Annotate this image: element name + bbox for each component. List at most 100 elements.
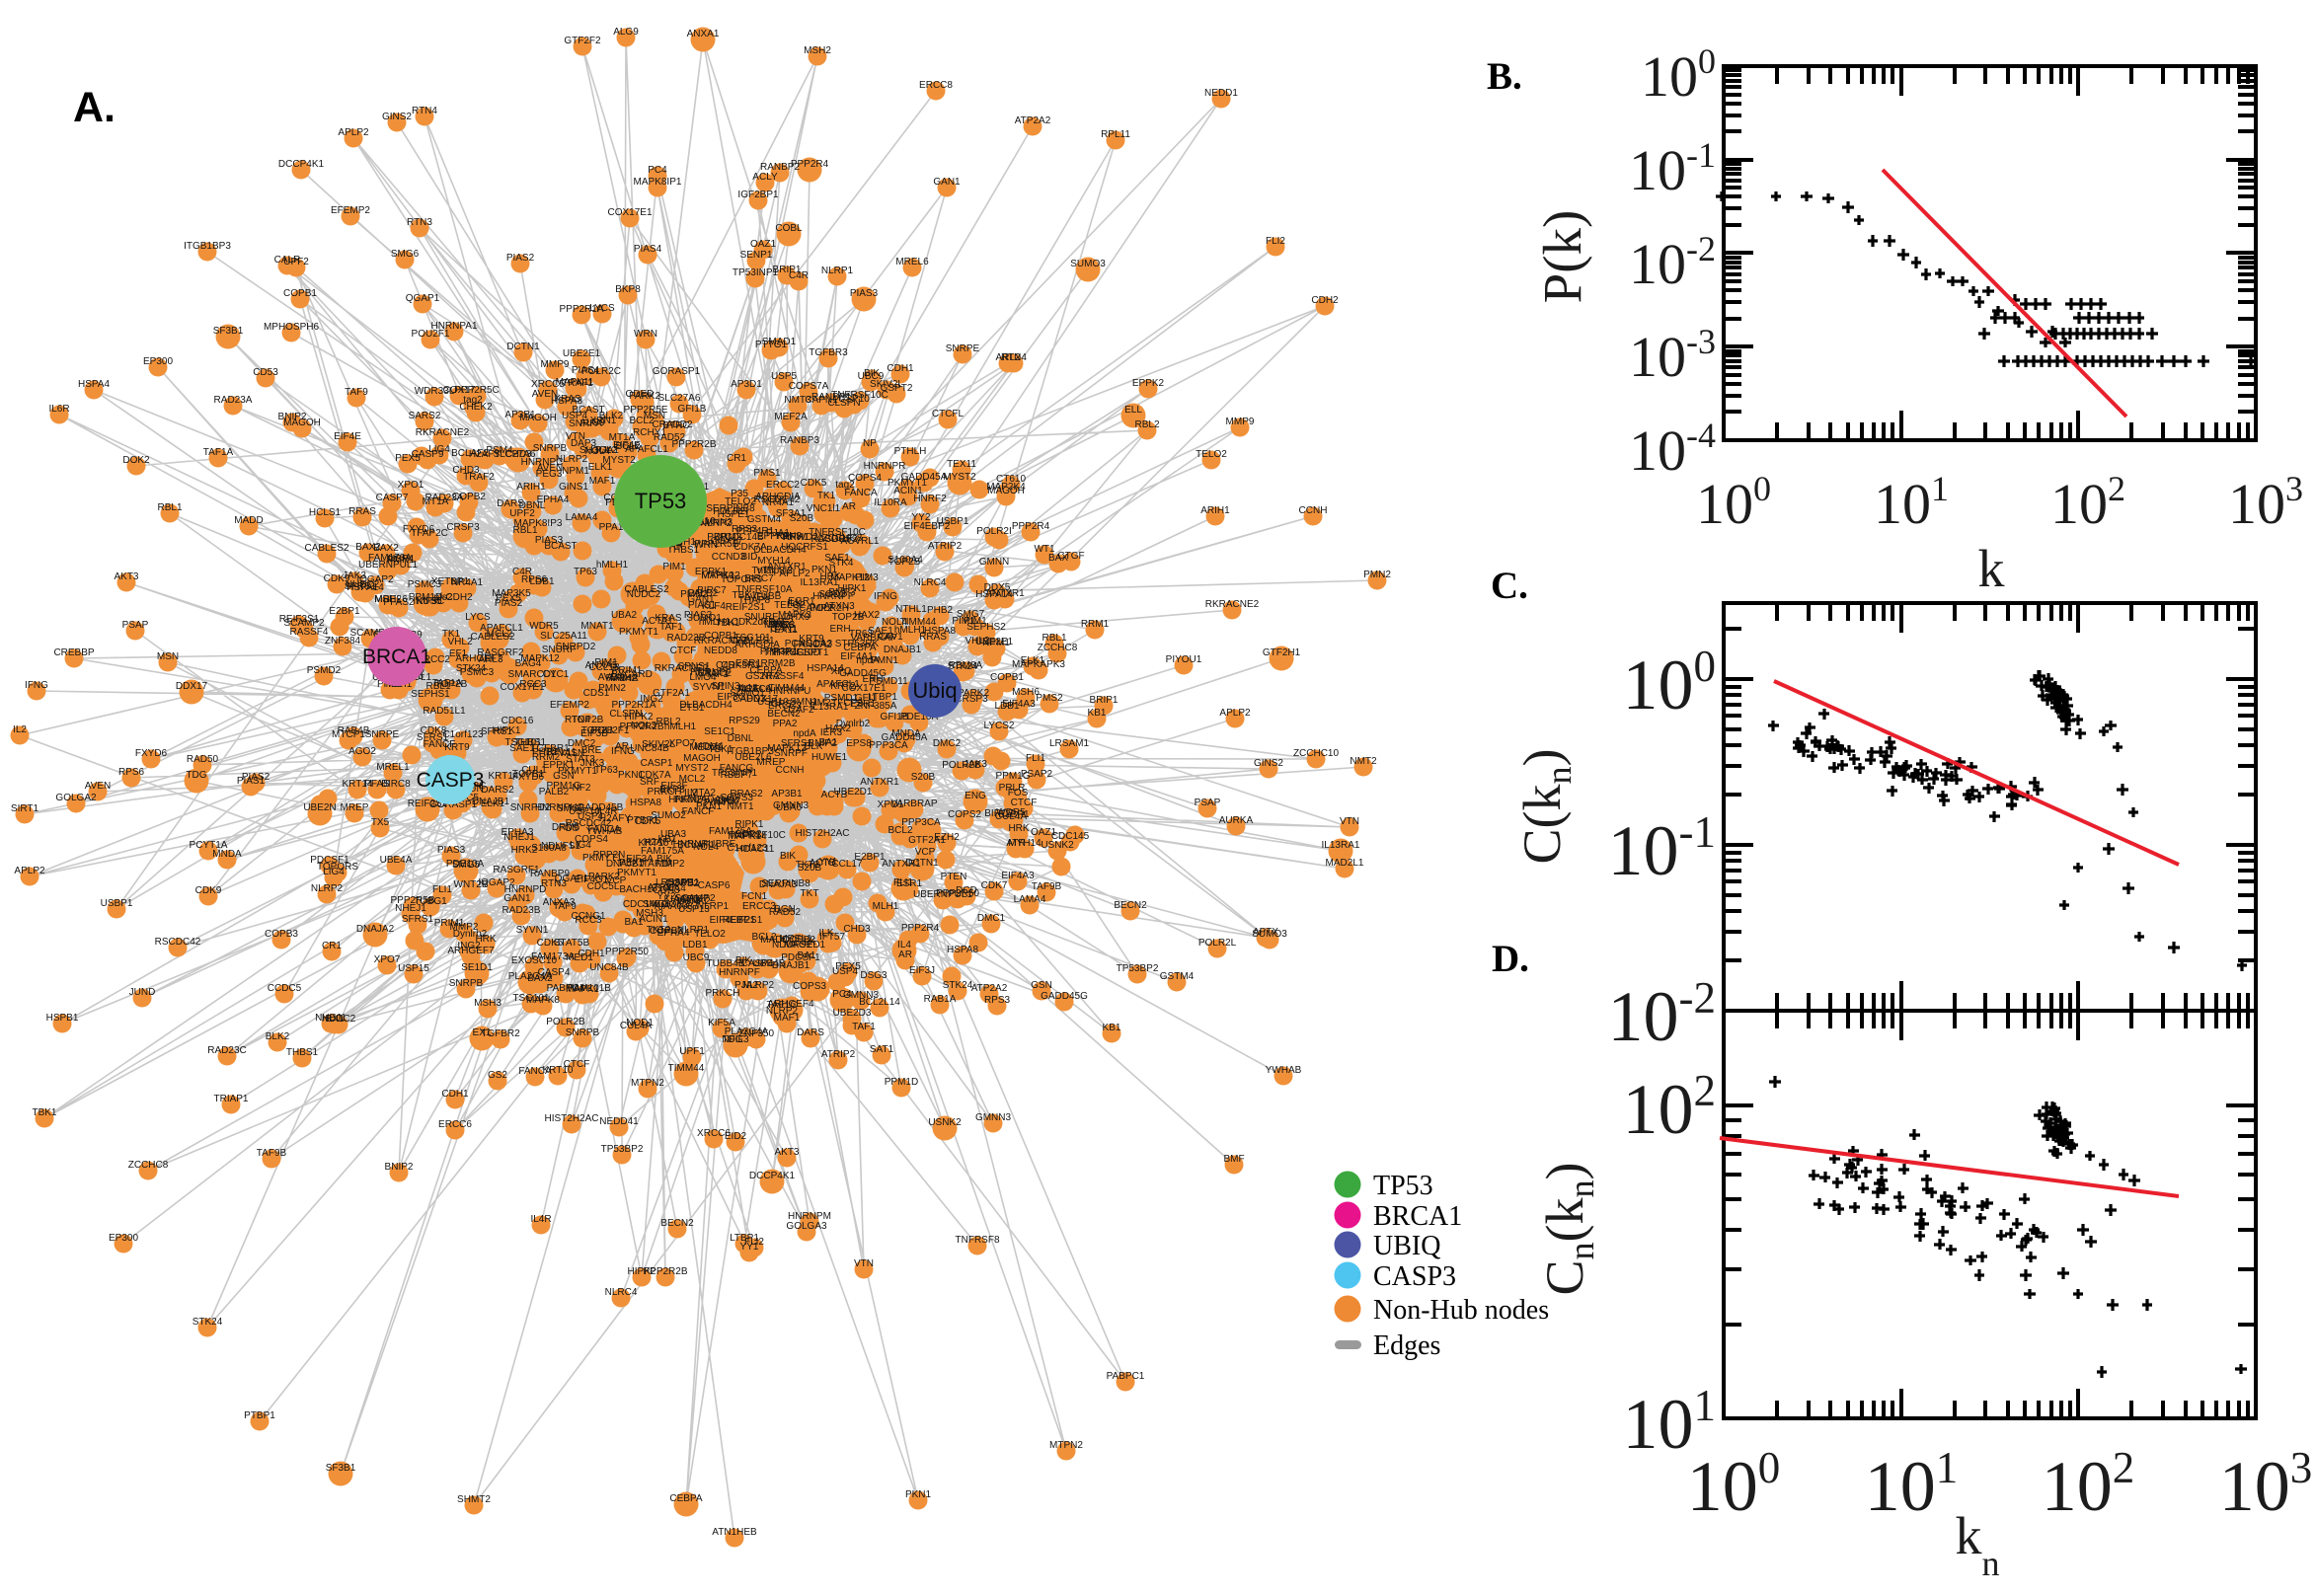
svg-text:MYST2: MYST2 [602, 455, 636, 466]
svg-text:SAE1: SAE1 [509, 743, 535, 754]
svg-text:ERCC8: ERCC8 [919, 80, 953, 91]
svg-text:PMS2: PMS2 [1036, 693, 1063, 704]
svg-text:HSPB1: HSPB1 [46, 1013, 79, 1024]
svg-text:CAV1: CAV1 [878, 632, 903, 643]
svg-text:PPA2: PPA2 [773, 719, 798, 729]
svg-text:MNAT1: MNAT1 [580, 621, 614, 632]
svg-text:SERPINB8: SERPINB8 [706, 503, 755, 514]
svg-text:ERCC2: ERCC2 [766, 480, 800, 491]
svg-text:MNDA: MNDA [891, 728, 921, 739]
svg-text:UBE2D1: UBE2D1 [834, 787, 873, 798]
svg-text:RRAS: RRAS [919, 632, 947, 643]
svg-text:NPM1: NPM1 [562, 466, 589, 477]
svg-text:RAD23A: RAD23A [214, 395, 253, 406]
svg-text:EFEMP2: EFEMP2 [331, 205, 370, 216]
svg-text:PSMD2: PSMD2 [307, 665, 342, 676]
svg-text:MAPK12: MAPK12 [701, 570, 740, 581]
svg-text:IL13RA1: IL13RA1 [1322, 840, 1360, 851]
svg-text:AKT3: AKT3 [774, 1147, 799, 1158]
svg-text:THBS1: THBS1 [286, 1047, 319, 1058]
svg-text:NTHL1: NTHL1 [895, 604, 927, 615]
svg-text:ARHGEF4: ARHGEF4 [767, 999, 814, 1010]
svg-text:ATN1HEB: ATN1HEB [712, 1527, 757, 1538]
svg-text:SMARCD1: SMARCD1 [508, 669, 557, 680]
svg-text:ACIN1: ACIN1 [893, 486, 923, 496]
svg-text:BA1: BA1 [625, 917, 644, 928]
svg-text:EFEMP2: EFEMP2 [550, 700, 589, 711]
svg-text:VTN: VTN [854, 1258, 874, 1269]
svg-text:SAE1: SAE1 [824, 553, 850, 564]
svg-text:MREP: MREP [341, 802, 369, 813]
svg-text:BMF: BMF [1223, 1154, 1244, 1165]
svg-text:MLH1: MLH1 [873, 901, 899, 912]
svg-text:ALG9: ALG9 [613, 27, 639, 38]
svg-text:ARIH1: ARIH1 [1200, 505, 1230, 516]
svg-text:MAP3K5: MAP3K5 [492, 588, 531, 599]
svg-text:ANTXR1: ANTXR1 [767, 562, 807, 572]
svg-text:UBE2E1: UBE2E1 [975, 637, 1014, 647]
svg-text:IQGAP2: IQGAP2 [356, 574, 394, 585]
svg-text:ILK: ILK [818, 928, 833, 939]
svg-text:RPS29: RPS29 [729, 716, 760, 726]
svg-text:BGN: BGN [774, 904, 796, 915]
svg-text:TIMM44: TIMM44 [668, 1063, 705, 1074]
svg-text:TGFBR3: TGFBR3 [809, 347, 848, 358]
svg-text:TKT: TKT [801, 888, 819, 899]
svg-text:CCND3: CCND3 [712, 552, 746, 563]
svg-text:POLR2B: POLR2B [546, 1017, 585, 1027]
svg-text:UBE2N: UBE2N [303, 802, 336, 813]
svg-text:CASP3: CASP3 [417, 769, 485, 792]
svg-text:DAP3: DAP3 [571, 438, 597, 449]
svg-text:EP300: EP300 [109, 1233, 138, 1244]
svg-text:P35: P35 [731, 489, 748, 499]
svg-text:PRKCH: PRKCH [705, 988, 739, 999]
svg-text:HRK: HRK [1008, 823, 1029, 834]
svg-text:ENG: ENG [965, 791, 986, 801]
svg-text:TAF1: TAF1 [659, 622, 683, 633]
svg-text:ZCCHC8: ZCCHC8 [128, 1160, 169, 1171]
svg-text:WNT2B: WNT2B [454, 879, 489, 890]
svg-text:AVEN: AVEN [85, 781, 112, 792]
svg-text:GINS1: GINS1 [559, 482, 588, 493]
svg-text:TRAF1: TRAF1 [562, 378, 593, 389]
svg-text:TOP2B: TOP2B [572, 715, 604, 725]
svg-text:NF2: NF2 [762, 671, 781, 682]
svg-text:ELK1: ELK1 [481, 798, 505, 809]
svg-text:NUDC2: NUDC2 [627, 589, 661, 600]
svg-text:MPHOSPH6: MPHOSPH6 [264, 322, 320, 333]
svg-text:EPPK2: EPPK2 [1132, 378, 1165, 389]
svg-text:CHD3: CHD3 [452, 465, 480, 476]
svg-text:DBNL: DBNL [728, 733, 754, 744]
svg-text:HAX2: HAX2 [825, 723, 852, 734]
svg-text:NLRP2: NLRP2 [700, 518, 733, 529]
svg-text:BRE: BRE [716, 839, 736, 850]
svg-text:SENP1: SENP1 [740, 250, 773, 261]
svg-text:MAGOH: MAGOH [283, 418, 321, 428]
svg-text:EP300: EP300 [143, 356, 173, 367]
svg-text:CCDC5: CCDC5 [268, 983, 302, 994]
svg-text:ARIH1: ARIH1 [516, 482, 546, 493]
svg-text:MMP9: MMP9 [1226, 417, 1255, 427]
svg-text:HUWE1: HUWE1 [811, 752, 848, 763]
svg-text:USP4: USP4 [832, 966, 859, 977]
svg-text:CREBBP: CREBBP [53, 647, 94, 658]
svg-text:EPPK1: EPPK1 [543, 760, 576, 771]
svg-text:LRSAM1: LRSAM1 [1049, 738, 1089, 749]
svg-text:B.: B. [1487, 55, 1522, 98]
svg-text:USP4: USP4 [562, 411, 588, 421]
svg-text:REIF2S1: REIF2S1 [726, 602, 766, 613]
svg-text:AR: AR [898, 950, 912, 960]
svg-text:BCLAF2: BCLAF2 [451, 448, 489, 459]
svg-text:RRAS: RRAS [348, 506, 376, 517]
svg-text:CHD3: CHD3 [843, 924, 871, 935]
svg-text:RBL1: RBL1 [1042, 633, 1066, 644]
svg-text:Ubiq: Ubiq [912, 678, 957, 703]
svg-text:AKT3: AKT3 [114, 571, 138, 582]
svg-text:GSN: GSN [1031, 980, 1052, 991]
svg-text:TUBB4B: TUBB4B [707, 958, 745, 969]
svg-text:COX17E1: COX17E1 [607, 207, 652, 218]
svg-text:PPP2R50: PPP2R50 [605, 947, 649, 957]
svg-text:CDH2: CDH2 [1311, 295, 1339, 306]
svg-text:ATP2A2: ATP2A2 [1015, 115, 1051, 126]
svg-text:HSPA8: HSPA8 [630, 798, 661, 808]
